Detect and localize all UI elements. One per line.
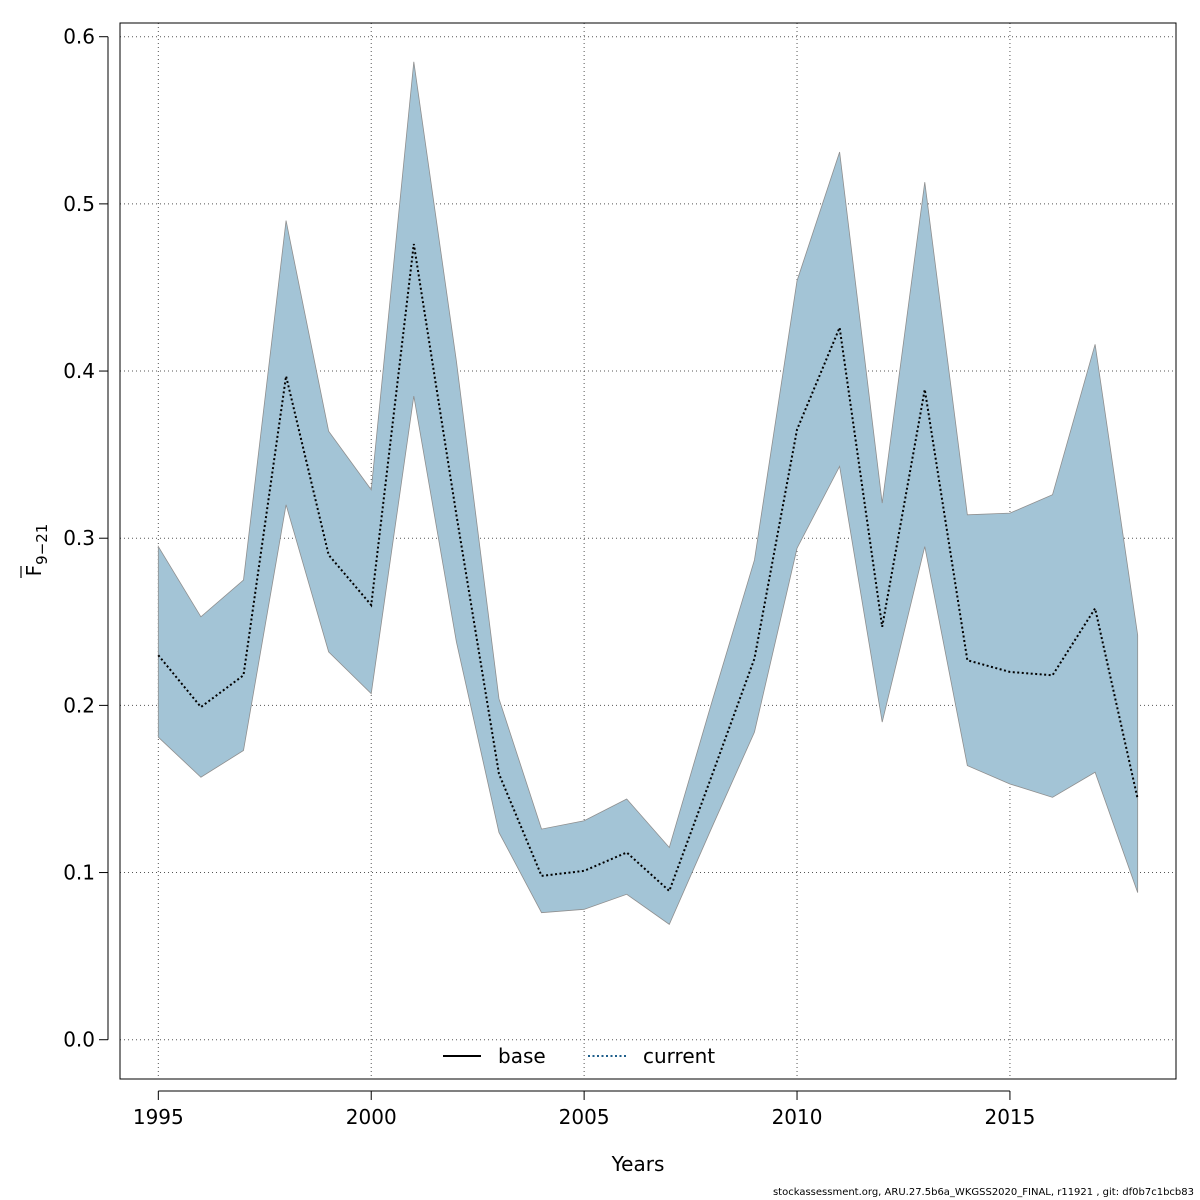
legend-item-base: base (443, 1044, 546, 1068)
y-tick-label: 0.4 (63, 359, 95, 383)
y-tick-label: 0.6 (63, 25, 95, 49)
y-tick-label: 0.2 (63, 693, 95, 717)
footer-note: stockassessment.org, ARU.27.5b6a_WKGSS20… (772, 1187, 1194, 1198)
x-axis: 1995 2000 2005 2010 2015 (133, 1090, 1035, 1129)
y-tick-label: 0.0 (63, 1028, 95, 1052)
x-tick-label: 2010 (772, 1105, 823, 1129)
x-axis-title: Years (611, 1152, 665, 1176)
plot-frame (119, 22, 1177, 1080)
y-tick-label: 0.5 (63, 192, 95, 216)
legend-label: current (643, 1044, 715, 1068)
x-tick-label: 2000 (346, 1105, 397, 1129)
y-tick-label: 0.3 (63, 526, 95, 550)
confidence-band (157, 61, 1139, 925)
legend: base current (443, 1044, 715, 1068)
y-axis-title-subscript: 9−21 (33, 524, 51, 565)
y-axis-title-main: F (22, 565, 46, 577)
y-axis-title: F9−21 (20, 524, 51, 578)
svg-text:F9−21: F9−21 (22, 524, 51, 577)
legend-item-current: current (588, 1044, 715, 1068)
legend-label: base (498, 1044, 546, 1068)
x-tick-label: 1995 (133, 1105, 184, 1129)
x-tick-label: 2005 (559, 1105, 610, 1129)
y-tick-label: 0.1 (63, 861, 95, 885)
y-axis: 0.0 0.1 0.2 0.3 0.4 0.5 0.6 (63, 25, 109, 1052)
x-tick-label: 2015 (984, 1105, 1035, 1129)
series-line-current (157, 243, 1139, 893)
